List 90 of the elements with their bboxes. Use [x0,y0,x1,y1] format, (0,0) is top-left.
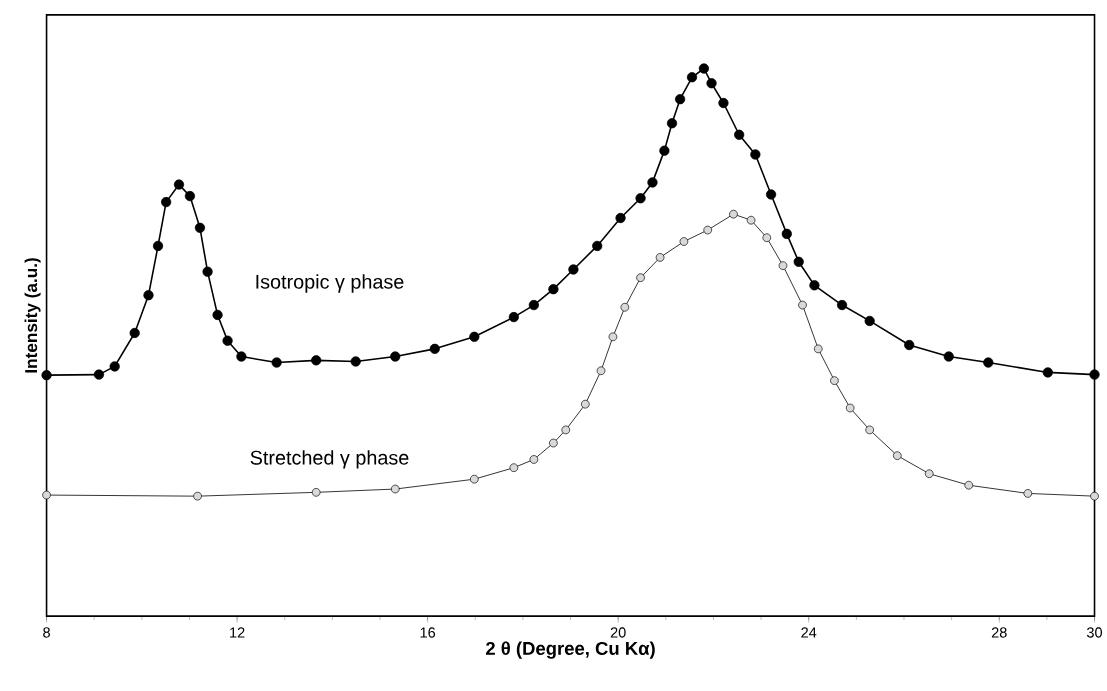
point [173,179,185,190]
point [469,331,480,342]
point [143,289,154,301]
point [592,240,603,251]
point [561,425,571,435]
point [798,300,807,310]
point [893,451,902,460]
point [1089,369,1100,380]
point [762,233,772,242]
point [813,344,823,353]
point [675,93,686,105]
point [836,299,848,310]
x-tick-label: 12 [230,627,245,638]
x-tick-label: 16 [420,627,436,638]
x-tick-label: 28 [991,627,1007,638]
point [470,474,479,484]
point [729,209,738,219]
point [184,190,196,201]
point [698,63,709,74]
point [703,225,713,235]
series-label: Stretched γ phase [250,449,409,469]
point [568,264,579,275]
point [620,302,630,312]
point [781,228,792,239]
text: Isotropic γ phase [256,274,404,293]
point [809,280,820,291]
point [706,78,717,89]
point [1090,491,1099,501]
point [864,315,875,326]
point [766,189,777,200]
point [549,438,558,448]
point [679,237,689,246]
point [529,455,539,464]
point [194,222,206,233]
point [129,327,140,338]
point [778,261,788,270]
point [636,273,645,282]
x-tick-label: 24 [801,627,817,638]
point [509,463,519,472]
point [904,339,915,350]
point [93,369,105,380]
point [429,343,440,354]
point [311,487,321,497]
point [390,484,400,494]
point [793,256,804,267]
point [222,335,233,346]
point [350,356,361,367]
point [581,399,590,409]
x-tick-label: 20 [610,627,626,638]
point [1023,488,1033,498]
point [202,266,213,277]
point [964,480,974,490]
x-tick-label: 30 [1087,627,1103,638]
point [390,351,401,362]
point [212,309,223,320]
point [734,129,745,140]
point [830,376,839,385]
point [548,283,559,295]
point [109,361,120,372]
point [655,252,665,262]
point [42,490,51,500]
point [152,240,164,251]
point [271,357,282,368]
point [983,357,994,368]
point [508,311,519,323]
point [666,118,678,129]
point [596,366,606,375]
point [718,97,729,108]
point [615,212,626,223]
x-axis-title: 2 θ (Degree, Cu Kα) [486,641,655,659]
point [750,149,761,160]
point [746,215,756,225]
point [686,72,698,83]
point [635,193,646,204]
point [608,332,618,341]
point [943,351,954,362]
point [236,351,247,362]
y-axis-title: Intensity (a.u.) [24,257,41,373]
point [528,299,539,310]
point [161,196,172,208]
point [193,491,202,501]
point [311,355,322,366]
point [924,469,934,478]
point [845,403,855,413]
point [659,145,670,156]
point [1042,367,1053,378]
point [647,177,658,188]
point [865,425,874,435]
point [41,369,52,381]
x-tick-label: 8 [43,627,50,638]
